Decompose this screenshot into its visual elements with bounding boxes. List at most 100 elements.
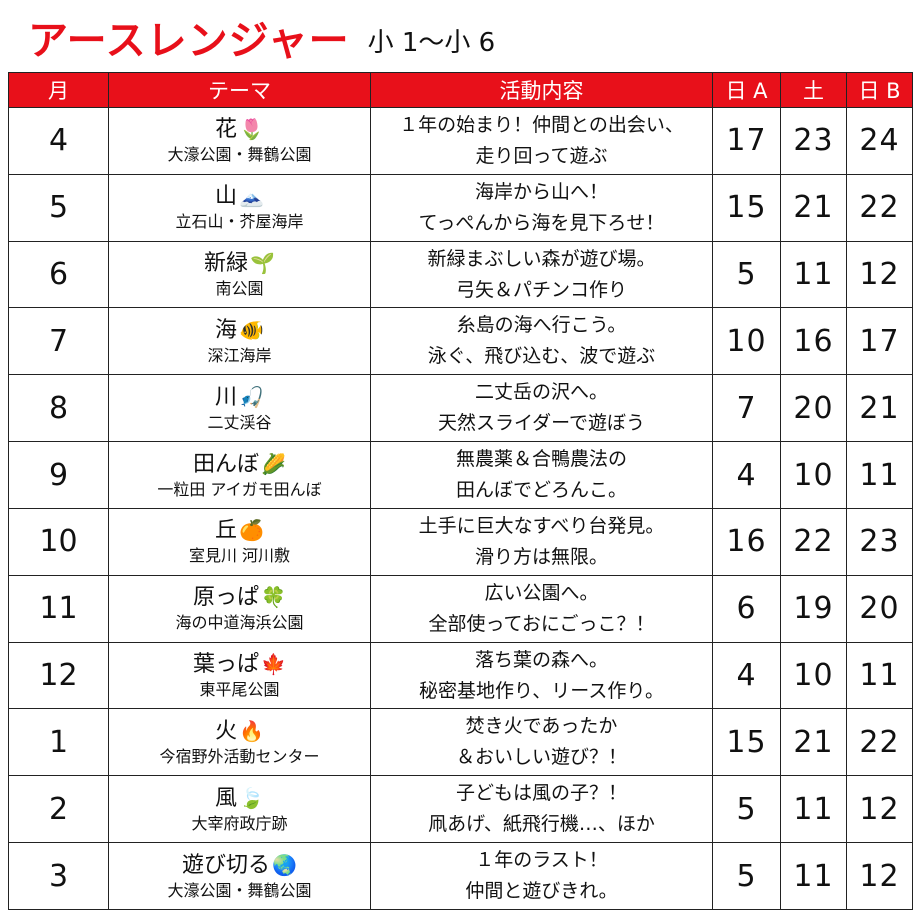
theme-label: 田んぼ — [193, 451, 260, 477]
month-cell: 9 — [8, 441, 109, 509]
table-row: 3 遊び切る 🌏 大濠公園・舞鶴公園 １年のラスト！ 仲間と遊びきれ。 5 11 12 — [8, 842, 913, 910]
day-a-cell: 5 — [712, 240, 781, 309]
day-a-cell: 10 — [712, 307, 781, 376]
day-b-cell: 21 — [846, 374, 913, 443]
theme-label: 海 — [215, 317, 238, 343]
theme-title: 田んぼ 🌽 — [109, 450, 370, 479]
theme-title: 丘 🍊 — [109, 516, 370, 545]
activity-line-2: 走り回って遊ぶ — [475, 144, 608, 167]
activity-line-1: 土手に巨大なすべり台発見。 — [418, 514, 665, 537]
month-cell: 3 — [8, 842, 109, 910]
theme-label: 山 — [215, 184, 238, 210]
activity-cell: 海岸から山へ！ てっぺんから海を見下ろせ！ — [370, 173, 713, 242]
theme-emoji-icon: 🌱 — [250, 251, 275, 276]
column-header-day-b: 日 B — [846, 72, 913, 108]
column-header-day-a: 日 A — [712, 72, 781, 108]
theme-title: 遊び切る 🌏 — [109, 851, 370, 880]
day-b-cell: 20 — [846, 574, 913, 643]
theme-label: 遊び切る — [182, 852, 271, 878]
day-a-cell: 7 — [712, 374, 781, 443]
month-cell: 8 — [8, 374, 109, 443]
saturday-cell: 19 — [780, 574, 847, 643]
table-row: 5 山 🗻 立石山・芥屋海岸 海岸から山へ！ てっぺんから海を見下ろせ！ 15 21 22 — [8, 173, 913, 242]
activity-line-1: 二丈岳の沢へ。 — [474, 381, 608, 404]
theme-place: 一粒田 アイガモ田んぼ — [157, 479, 322, 499]
day-b-cell: 22 — [846, 708, 913, 777]
theme-title: 川 🎣 — [109, 383, 370, 412]
activity-line-2: 凧あげ、紙飛行機…、ほか — [428, 813, 655, 836]
theme-cell: 海 🐠 深江海岸 — [108, 307, 371, 376]
activity-line-2: 仲間と遊びきれ。 — [465, 880, 618, 903]
month-cell: 12 — [8, 641, 109, 710]
theme-title: 花 🌷 — [109, 115, 370, 144]
theme-emoji-icon: 🍀 — [261, 585, 286, 610]
column-header-saturday: 土 — [780, 72, 847, 108]
saturday-cell: 11 — [780, 240, 847, 309]
page-title: アースレンジャー — [28, 18, 350, 64]
saturday-cell: 11 — [780, 775, 847, 844]
theme-place: 室見川 河川敷 — [188, 546, 291, 566]
theme-title: 原っぱ 🍀 — [109, 583, 370, 612]
day-a-cell: 15 — [712, 708, 781, 777]
theme-title: 新緑 🌱 — [109, 249, 370, 278]
theme-label: 新緑 — [204, 251, 249, 277]
theme-cell: 新緑 🌱 南公園 — [108, 240, 371, 309]
saturday-cell: 22 — [780, 507, 847, 576]
activity-line-2: ＆おいしい遊び？！ — [455, 746, 627, 769]
theme-cell: 火 🔥 今宿野外活動センター — [108, 708, 371, 777]
month-cell: 4 — [8, 107, 109, 175]
page-subtitle: 小 1〜小 6 — [367, 28, 496, 58]
month-cell: 5 — [8, 173, 109, 242]
theme-place: 二丈渓谷 — [207, 412, 272, 432]
theme-emoji-icon: 🐠 — [239, 317, 264, 342]
table-row: 6 新緑 🌱 南公園 新緑まぶしい森が遊び場。 弓矢＆パチンコ作り 5 11 12 — [8, 240, 913, 309]
theme-emoji-icon: 🌷 — [239, 117, 264, 142]
activity-line-2: 天然スライダーで遊ぼう — [437, 412, 646, 435]
activity-cell: 糸島の海へ行こう。 泳ぐ、飛び込む、波で遊ぶ — [370, 307, 713, 376]
theme-cell: 葉っぱ 🍁 東平尾公園 — [108, 641, 371, 710]
saturday-cell: 10 — [780, 641, 847, 710]
page-header: アースレンジャー 小 1〜小 6 — [28, 14, 495, 68]
theme-emoji-icon: 🌏 — [272, 852, 297, 877]
activity-cell: 子どもは風の子？！ 凧あげ、紙飛行機…、ほか — [370, 775, 713, 844]
day-b-cell: 12 — [846, 842, 913, 910]
table-row: 10 丘 🍊 室見川 河川敷 土手に巨大なすべり台発見。 滑り方は無限。 16 22 23 — [8, 507, 913, 576]
table-row: 9 田んぼ 🌽 一粒田 アイガモ田んぼ 無農薬＆合鴨農法の 田んぼでどろんこ。 4 10 11 — [8, 441, 913, 509]
day-a-cell: 15 — [712, 173, 781, 242]
activity-line-2: 田んぼでどろんこ。 — [455, 479, 627, 502]
month-cell: 1 — [8, 708, 109, 777]
activity-cell: １年の始まり！仲間との出会い、 走り回って遊ぶ — [370, 107, 713, 175]
theme-title: 海 🐠 — [109, 316, 370, 345]
theme-place: 海の中道海浜公園 — [175, 613, 304, 633]
theme-place: 南公園 — [215, 279, 264, 299]
table-row: 7 海 🐠 深江海岸 糸島の海へ行こう。 泳ぐ、飛び込む、波で遊ぶ 10 16 17 — [8, 307, 913, 376]
month-cell: 6 — [8, 240, 109, 309]
month-cell: 2 — [8, 775, 109, 844]
theme-emoji-icon: 🎣 — [239, 384, 264, 409]
theme-label: 花 — [215, 117, 238, 143]
day-b-cell: 11 — [846, 441, 913, 509]
day-b-cell: 22 — [846, 173, 913, 242]
table-row: 8 川 🎣 二丈渓谷 二丈岳の沢へ。天然スライダーで遊ぼう 7 20 21 — [8, 374, 913, 443]
month-cell: 7 — [8, 307, 109, 376]
activity-line-1: 子どもは風の子？！ — [455, 782, 627, 805]
theme-cell: 丘 🍊 室見川 河川敷 — [108, 507, 371, 576]
day-b-cell: 17 — [846, 307, 913, 376]
theme-emoji-icon: 🔥 — [239, 718, 264, 743]
column-header-month: 月 — [8, 72, 109, 108]
day-b-cell: 23 — [846, 507, 913, 576]
saturday-cell: 20 — [780, 374, 847, 443]
theme-label: 火 — [215, 718, 238, 744]
day-b-cell: 12 — [846, 775, 913, 844]
theme-cell: 田んぼ 🌽 一粒田 アイガモ田んぼ — [108, 441, 371, 509]
activity-line-1: 新緑まぶしい森が遊び場。 — [427, 247, 656, 270]
theme-emoji-icon: 🌽 — [261, 451, 286, 476]
day-a-cell: 16 — [712, 507, 781, 576]
activity-line-2: 秘密基地作り、リース作り。 — [419, 679, 664, 702]
table-row: 4 花 🌷 大濠公園・舞鶴公園 １年の始まり！仲間との出会い、 走り回って遊ぶ 17 23 24 — [8, 107, 913, 175]
theme-title: 山 🗻 — [109, 182, 370, 211]
activity-line-2: てっぺんから海を見下ろせ！ — [418, 211, 665, 234]
activity-cell: 新緑まぶしい森が遊び場。 弓矢＆パチンコ作り — [370, 240, 713, 309]
table-row: 2 風 🍃 大宰府政庁跡 子どもは風の子？！ 凧あげ、紙飛行機…、ほか 5 11 12 — [8, 775, 913, 844]
theme-place: 東平尾公園 — [199, 680, 280, 700]
